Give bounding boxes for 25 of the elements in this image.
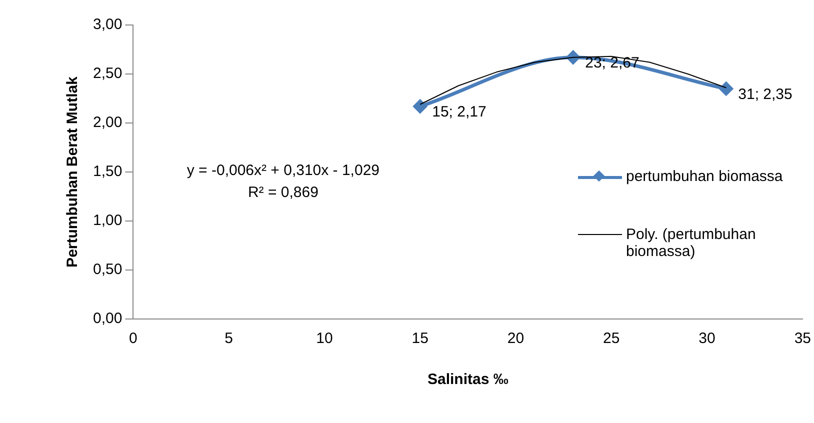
y-tick-label: 0,00 <box>92 310 122 328</box>
point <box>719 82 733 96</box>
data-label: 31; 2,35 <box>738 86 792 103</box>
x-tick-label: 5 <box>224 330 234 348</box>
annotation: R² = 0,869 <box>248 184 318 202</box>
annotation: y = -0,006x² + 0,310x - 1,029 <box>186 162 380 180</box>
x-tick-label: 10 <box>316 330 333 348</box>
x-tick-label: 35 <box>794 330 811 348</box>
y-tick-label: 2,50 <box>92 65 122 82</box>
point <box>413 100 427 114</box>
x-tick-label: 15 <box>412 330 428 348</box>
x-tick-label: 30 <box>698 330 716 348</box>
y-tick-label: 3,00 <box>92 16 122 34</box>
y-tick-label: 1,00 <box>92 212 122 230</box>
data-label: 15; 2,17 <box>432 103 486 120</box>
y-tick-label: 2,00 <box>92 114 122 132</box>
x-axis-title: Salinitas ‰ <box>427 371 508 388</box>
x-tick-label: 20 <box>507 330 524 348</box>
y-tick-label: 1,50 <box>92 163 122 180</box>
legend-label: Poly. (pertumbuhan biomassa) <box>626 226 757 260</box>
x-tick-label: 25 <box>603 330 620 348</box>
legend-label: pertumbuhan biomassa <box>626 168 783 185</box>
y-axis-title: Pertumbuhan Berat Mutlak <box>64 76 82 268</box>
y-tick-label: 0,50 <box>92 261 122 278</box>
x-tick-label: 0 <box>129 330 138 348</box>
